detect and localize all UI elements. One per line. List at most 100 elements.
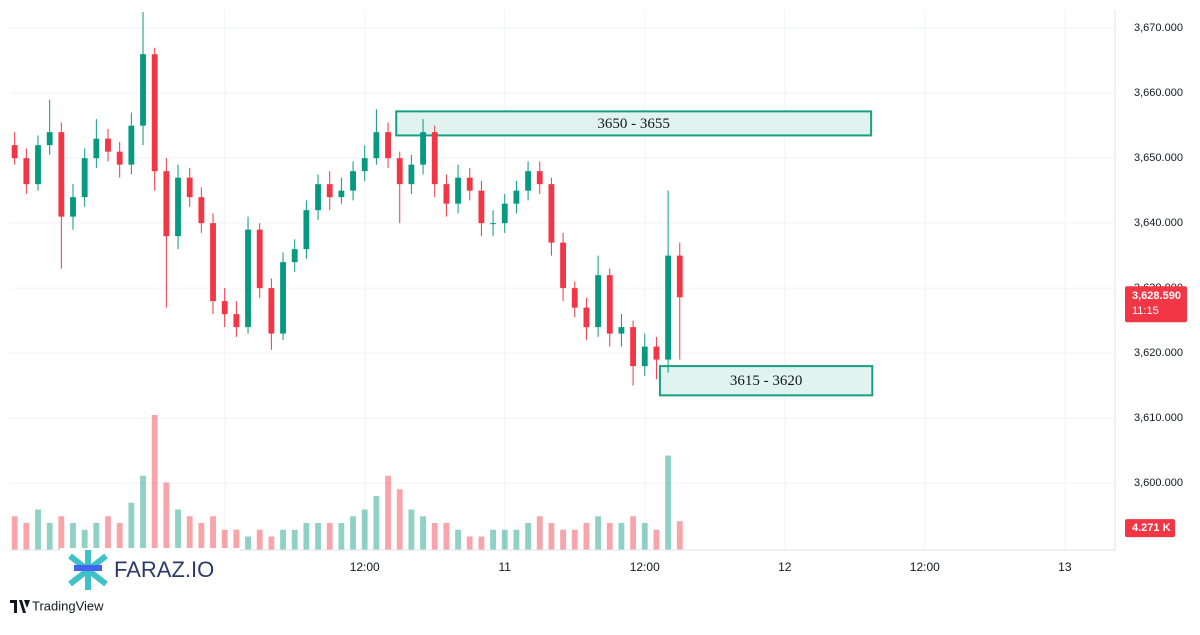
candle-body — [35, 145, 41, 185]
candle-layer — [11, 11, 683, 386]
candle-body — [268, 288, 275, 334]
volume-bar — [268, 536, 275, 550]
volume-bar — [23, 523, 30, 550]
volume-bar — [630, 516, 637, 550]
candle-body — [385, 132, 391, 159]
volume-bar — [525, 523, 531, 550]
x-tick-label: 12:00 — [910, 560, 940, 574]
candle-body — [361, 158, 368, 172]
volume-bar — [280, 529, 286, 550]
candle-body — [70, 197, 76, 217]
candle-body — [350, 171, 356, 191]
volume-last-box — [1125, 519, 1175, 538]
volume-bar — [466, 536, 473, 550]
candle-body — [105, 138, 111, 152]
volume-bar — [46, 523, 53, 550]
volume-last-label: 4.271 K — [1132, 522, 1171, 534]
y-tick-label: 3,670.000 — [1134, 22, 1183, 34]
candle-body — [326, 184, 333, 198]
grid — [10, 10, 1115, 550]
candle-body — [676, 255, 683, 298]
volume-bar — [443, 523, 450, 550]
volume-bar — [221, 529, 228, 550]
candle-body — [198, 197, 205, 224]
candle-body — [46, 132, 53, 146]
zone-box — [658, 365, 874, 397]
volume-bar — [676, 521, 683, 550]
candle-body — [583, 307, 590, 328]
y-tick-label: 3,650.000 — [1134, 152, 1183, 164]
candle-body — [11, 145, 18, 159]
candle-body — [291, 249, 298, 263]
candle-body — [81, 158, 88, 198]
volume-bar — [560, 529, 567, 550]
volume-bar — [105, 516, 111, 550]
volume-bar — [303, 523, 310, 550]
footer-text: TradingView — [32, 598, 104, 613]
candle-body — [443, 184, 450, 204]
countdown-label: 11:15 — [1132, 305, 1159, 317]
x-tick-label: 13 — [1058, 560, 1072, 574]
candle-body — [548, 184, 555, 243]
candle-body — [420, 132, 426, 165]
volume-bar — [58, 516, 65, 550]
candle-body — [478, 190, 485, 224]
volume-bar — [291, 529, 298, 550]
volume-bar — [233, 529, 240, 550]
candle-body — [338, 190, 345, 198]
volume-layer — [11, 415, 683, 550]
volume-bar — [128, 502, 135, 550]
volume-bar — [396, 489, 403, 550]
volume-bar — [210, 516, 216, 550]
x-tick-label: 12:00 — [350, 560, 380, 574]
candle-body — [630, 327, 637, 367]
volume-bar — [245, 536, 251, 550]
volume-bar — [315, 523, 321, 550]
volume-bar — [606, 523, 613, 550]
volume-bar — [350, 516, 356, 550]
volume-bar — [163, 482, 170, 550]
candle-body — [256, 229, 263, 289]
volume-bar — [571, 529, 578, 550]
volume-bar — [140, 475, 146, 550]
volume-bar — [641, 523, 648, 550]
volume-bar — [198, 523, 205, 550]
volume-bar — [35, 509, 41, 550]
candle-body — [58, 132, 65, 217]
candle-body — [396, 158, 403, 185]
volume-bar — [385, 475, 391, 550]
candle-body — [140, 54, 146, 126]
volume-bar — [11, 516, 18, 550]
y-tick-label: 3,640.000 — [1134, 217, 1183, 229]
last-price-box — [1125, 286, 1187, 323]
volume-bar — [478, 536, 485, 550]
watermark: FARAZ.IO — [60, 548, 240, 590]
zone-layer: 3650 - 3655 3615 - 3620 — [395, 110, 874, 397]
volume-bar — [326, 523, 333, 550]
candle-body — [408, 164, 415, 185]
candle-body — [595, 275, 602, 328]
volume-bar — [116, 523, 123, 550]
candle-body — [163, 171, 170, 237]
candle-body — [210, 223, 216, 302]
candle-body — [606, 275, 613, 334]
watermark-logo — [68, 550, 108, 590]
candle-body — [536, 171, 543, 185]
volume-bar — [186, 516, 193, 550]
volume-bar — [513, 529, 520, 550]
volume-bar — [665, 455, 672, 550]
volume-bar — [455, 529, 461, 550]
candle-body — [618, 327, 625, 334]
candle-body — [116, 151, 123, 165]
volume-bar — [256, 529, 263, 550]
zone-label: 3650 - 3655 — [597, 116, 670, 132]
candle-body — [490, 223, 496, 225]
candle-body — [653, 346, 660, 360]
candle-body — [513, 190, 520, 204]
candle-body — [245, 229, 251, 328]
candle-body — [175, 177, 181, 237]
candle-body — [466, 177, 473, 191]
candle-body — [93, 138, 100, 159]
volume-bar — [536, 516, 543, 550]
y-tick-label: 3,660.000 — [1134, 87, 1183, 99]
